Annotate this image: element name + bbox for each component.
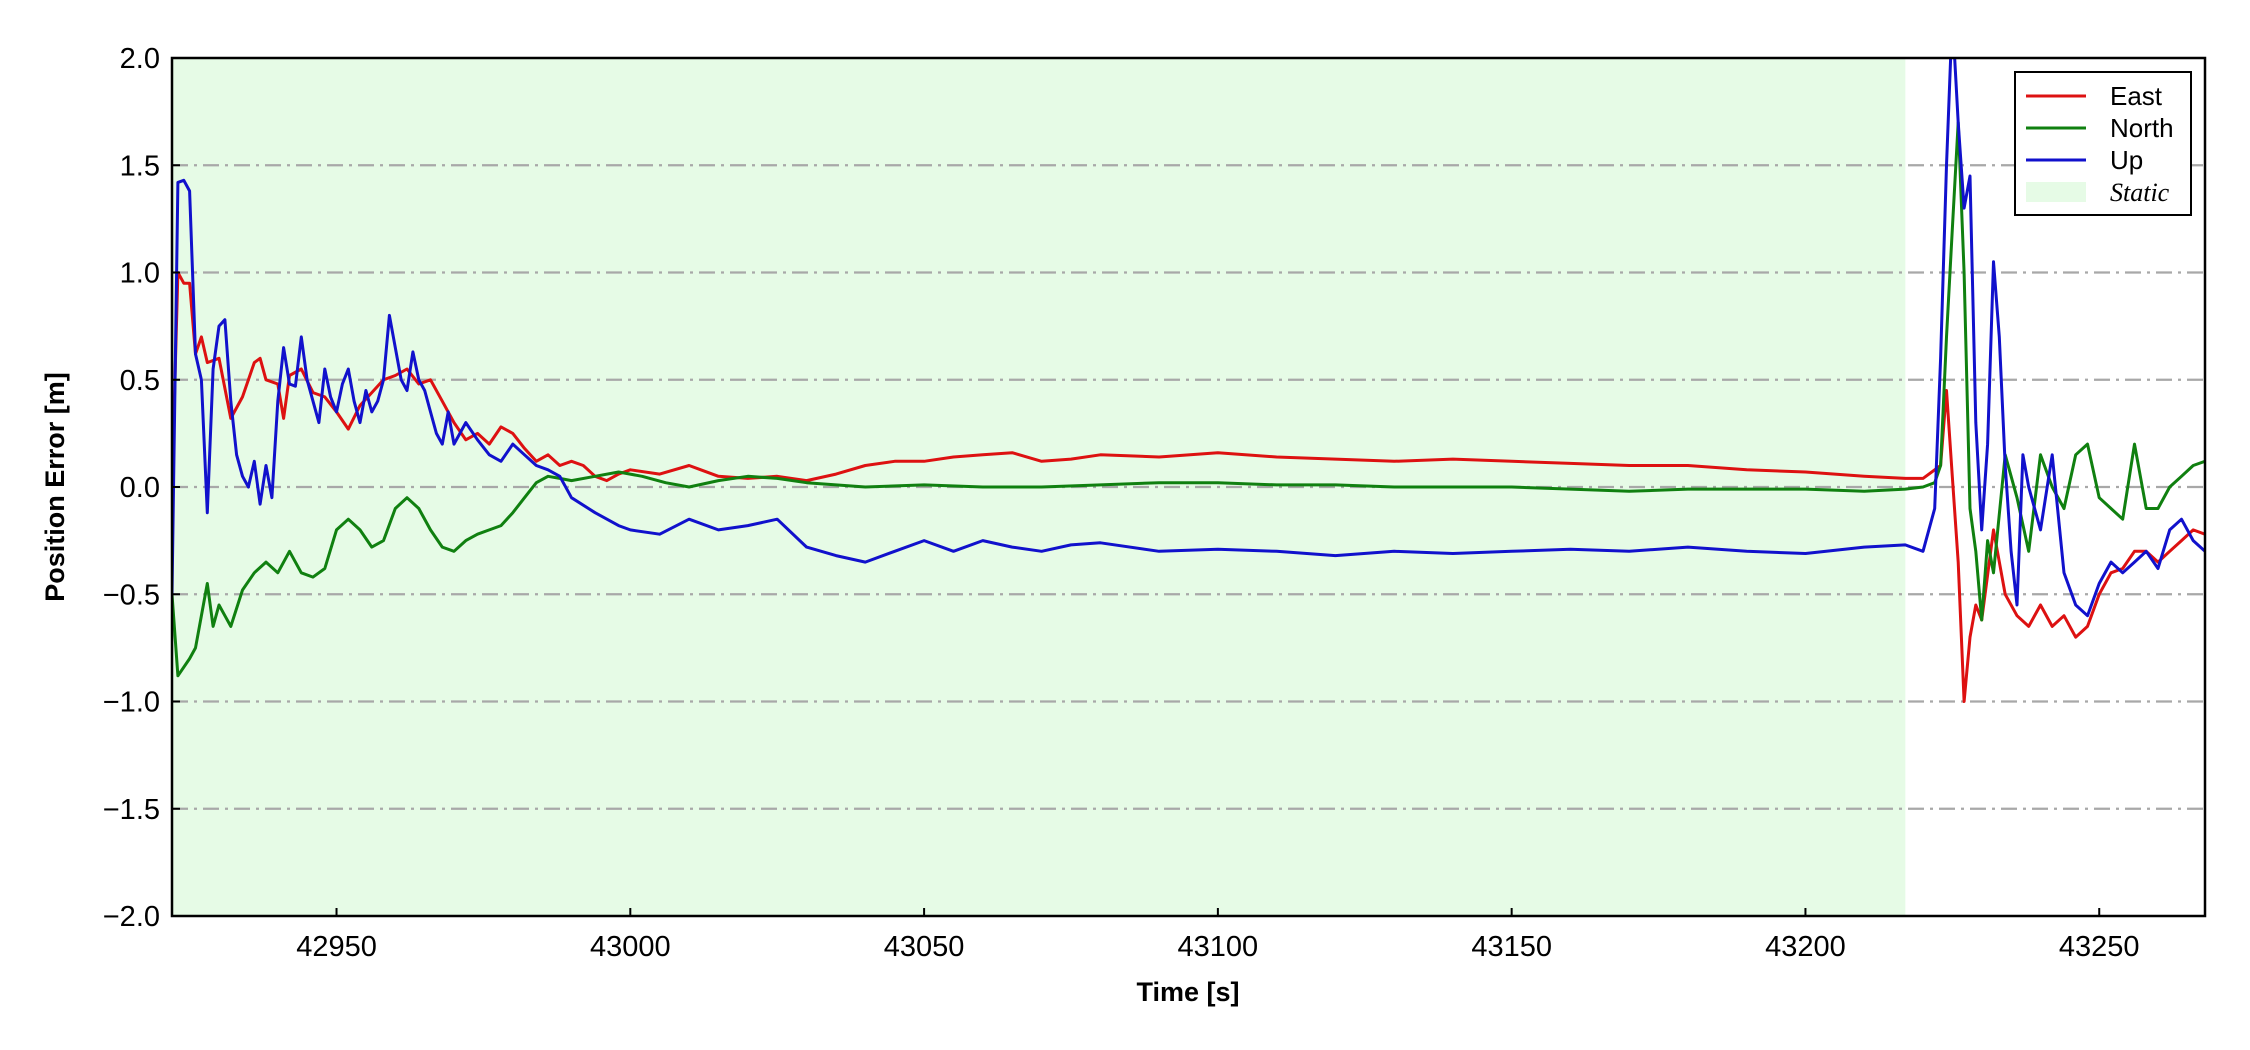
legend-label-east: East (2110, 81, 2163, 111)
x-tick-label: 43250 (2059, 931, 2140, 963)
y-tick-label: −1.5 (103, 794, 160, 826)
y-tick-label: 2.0 (120, 43, 160, 75)
grid-lines (172, 164, 2205, 810)
x-tick-label: 43000 (590, 931, 671, 963)
series-line-east (172, 271, 2205, 703)
y-tick-label: 1.0 (120, 258, 160, 290)
y-axis-title: Position Error [m] (40, 372, 70, 602)
x-axis-ticks: 42950 43000 43050 43100 43150 43200 43250 (296, 908, 2140, 963)
x-tick-label: 42950 (296, 931, 377, 963)
x-axis-title: Time [s] (1136, 977, 1239, 1007)
legend-label-up: Up (2110, 145, 2143, 175)
legend-label-north: North (2110, 113, 2174, 143)
series-line-north (172, 120, 2205, 678)
y-axis-ticks: −2.0 −1.5 −1.0 −0.5 0.0 0.5 1.0 1.5 2.0 (103, 43, 180, 933)
x-tick-label: 43050 (884, 931, 965, 963)
series-line-up (172, 58, 2205, 618)
x-tick-label: 43100 (1178, 931, 1259, 963)
y-tick-label: 0.5 (120, 365, 160, 397)
x-tick-label: 43150 (1471, 931, 1552, 963)
y-tick-label: −0.5 (103, 579, 160, 611)
y-tick-label: −2.0 (103, 901, 160, 933)
y-tick-label: −1.0 (103, 687, 160, 719)
legend-swatch-static (2026, 182, 2086, 202)
y-tick-label: 1.5 (120, 150, 160, 182)
y-tick-label: 0.0 (120, 472, 160, 504)
legend-label-static: Static (2110, 178, 2170, 207)
x-tick-label: 43200 (1765, 931, 1846, 963)
series-lines (172, 58, 2205, 703)
